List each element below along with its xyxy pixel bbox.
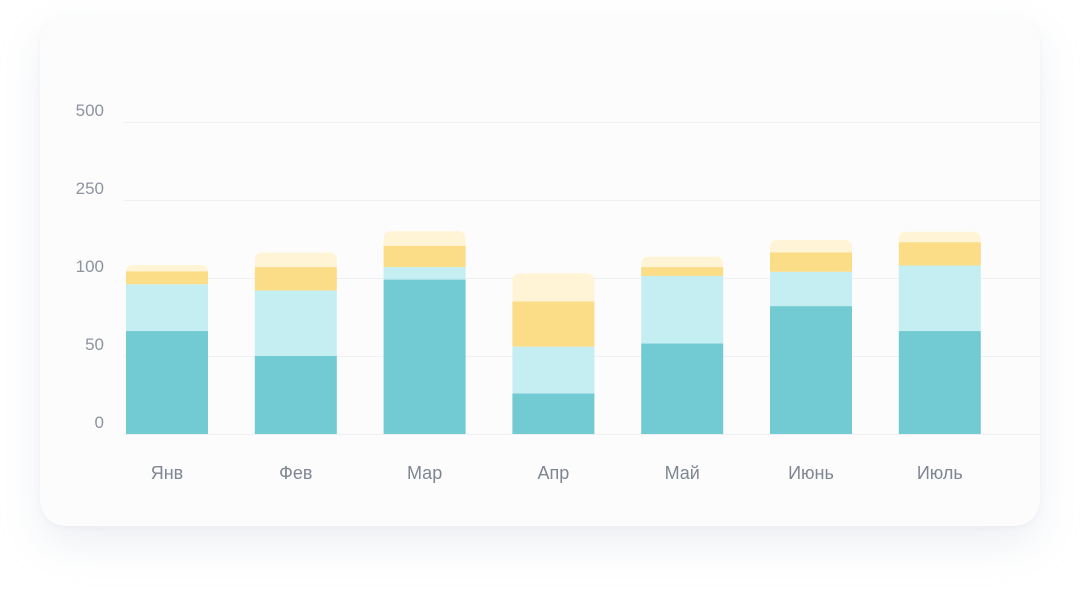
bar-segment [383, 231, 466, 246]
bar-segment [770, 306, 852, 434]
bar-segment [126, 265, 208, 273]
bar-segment [254, 267, 337, 291]
bar-stack [770, 240, 852, 434]
bar-segment [770, 271, 852, 307]
x-category-label: Фев [279, 463, 312, 483]
bar-segment [254, 290, 337, 356]
x-category-label: Мар [407, 463, 442, 483]
bar-segment [126, 284, 208, 332]
bar-segment [512, 273, 595, 302]
y-axis-ticks: 0 50 100 250 500 [76, 101, 104, 432]
bar-segment [126, 331, 208, 434]
bar-segment [641, 275, 724, 344]
y-tick-label: 0 [95, 413, 104, 432]
x-axis-labels: Янв Фев Мар Апр Май Июнь Июль [151, 463, 963, 483]
bar-segment [898, 242, 981, 266]
bar-segment [898, 331, 981, 434]
x-category-label: Апр [538, 463, 570, 483]
bars [126, 231, 981, 434]
bar-stack [254, 252, 337, 434]
bar-segment [512, 393, 595, 434]
x-category-label: Янв [151, 463, 184, 483]
bar-segment [512, 346, 595, 394]
bar-segment [383, 279, 466, 434]
x-category-label: Июль [917, 463, 963, 483]
bar-segment [383, 245, 466, 268]
bar-segment [770, 252, 852, 272]
bar-segment [898, 265, 981, 332]
bar-stack [126, 265, 208, 434]
bar-segment [898, 231, 981, 243]
bar-segment [512, 301, 595, 347]
bar-segment [254, 252, 337, 268]
bar-segment [641, 267, 724, 276]
y-tick-label: 50 [85, 335, 104, 354]
bar-stack [898, 231, 981, 434]
x-category-label: Май [665, 463, 700, 483]
bar-segment [126, 271, 208, 285]
bar-segment [770, 240, 852, 253]
bar-segment [641, 256, 724, 268]
bar-stack [641, 256, 724, 434]
bar-stack [512, 273, 595, 434]
y-tick-label: 250 [76, 179, 104, 198]
y-tick-label: 100 [76, 257, 104, 276]
bar-segment [641, 343, 724, 434]
bar-segment [383, 267, 466, 280]
bar-segment [254, 356, 337, 434]
bar-stack [383, 231, 466, 434]
y-tick-label: 500 [76, 101, 104, 120]
x-category-label: Июнь [788, 463, 834, 483]
